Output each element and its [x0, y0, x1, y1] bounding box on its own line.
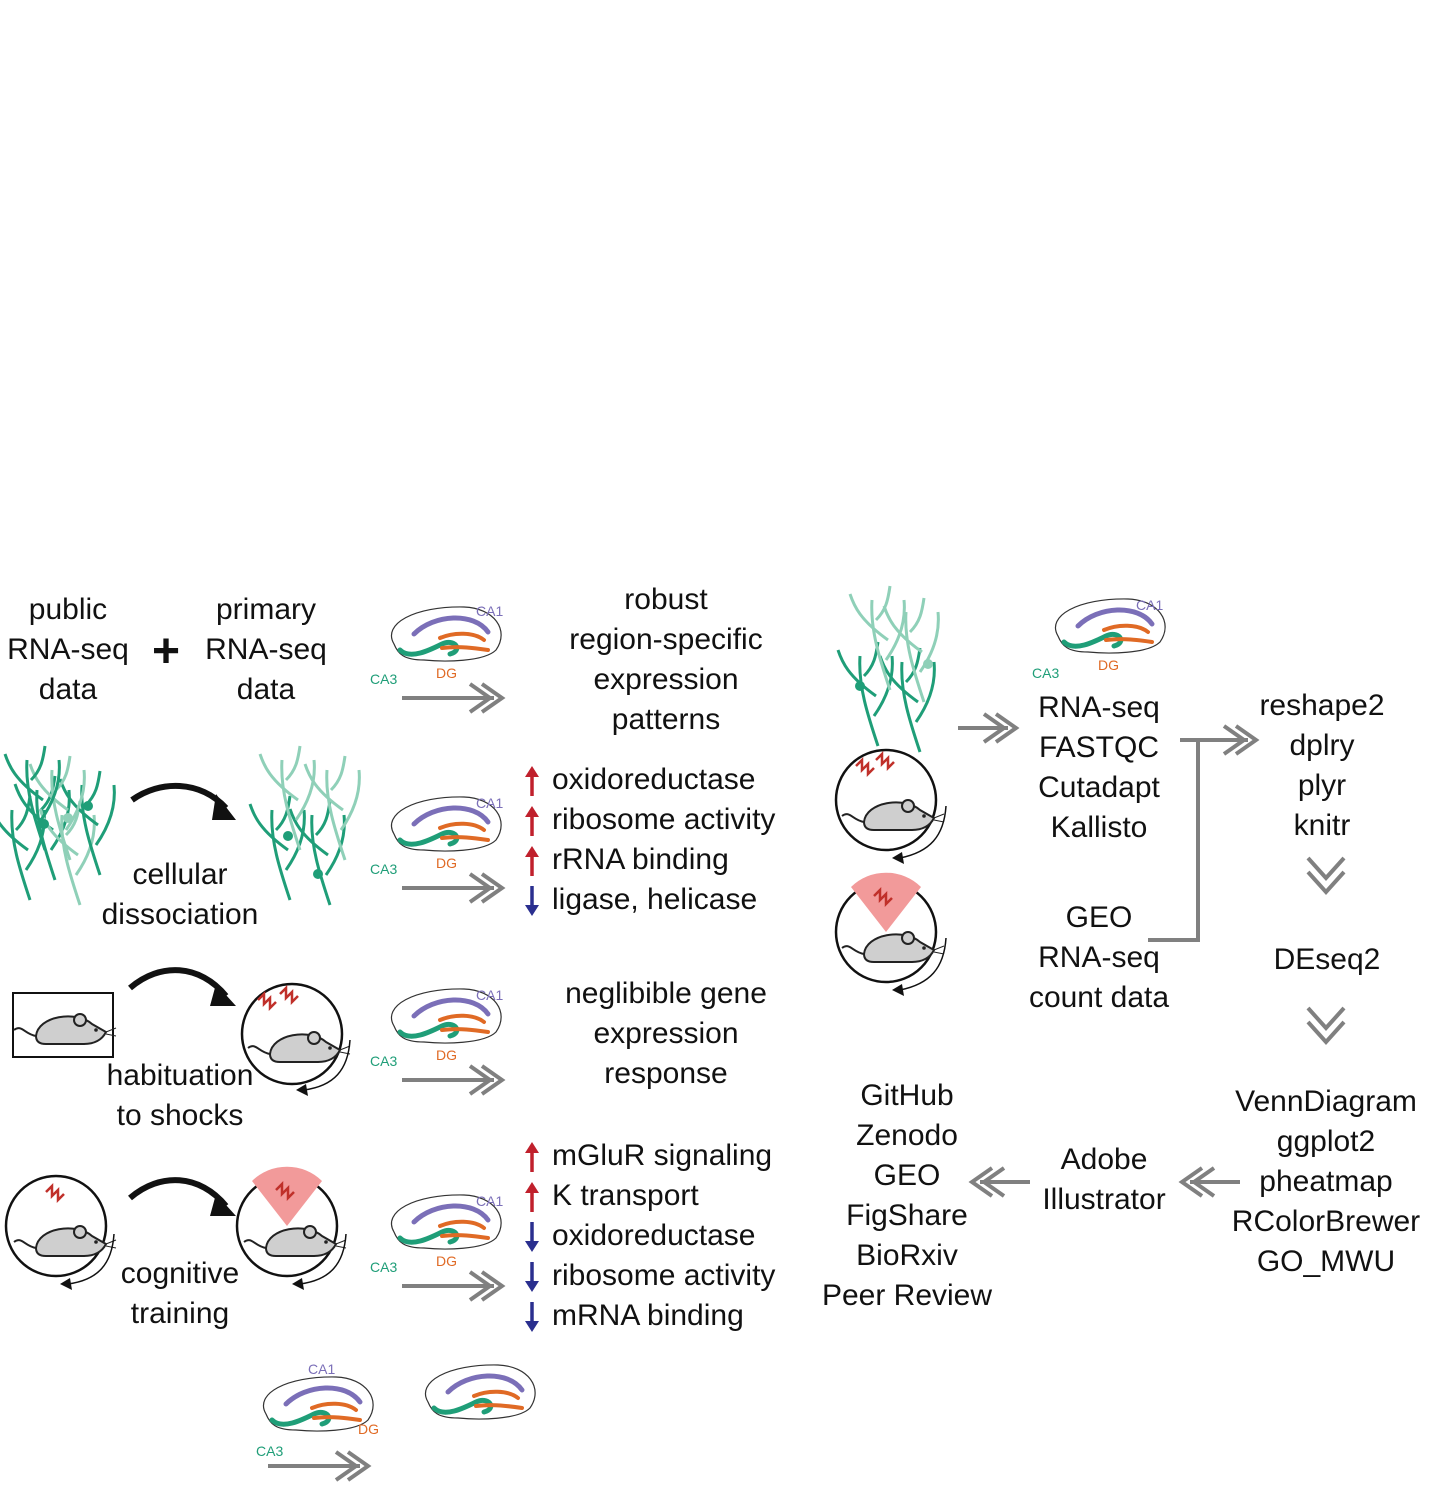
- ca1-label: CA1: [476, 987, 503, 1003]
- curved-arrow-head: [212, 794, 236, 820]
- arena-pretraining: [4, 1174, 108, 1278]
- public-data-label: public RNA-seq data: [7, 593, 129, 706]
- plus-sign: +: [152, 625, 181, 678]
- arena-habituation: [240, 982, 344, 1086]
- deseq-text: DEseq2: [1273, 943, 1381, 976]
- cognitive-training-label: cognitive training: [120, 1257, 240, 1330]
- ca1-label: CA1: [476, 1193, 503, 1209]
- ca3-label: CA3: [370, 671, 397, 687]
- ca3-label: CA3: [1032, 665, 1059, 681]
- down-arrow-icon: [525, 1222, 539, 1252]
- ca1-label: CA1: [476, 795, 503, 811]
- primary-data-label: primary RNA-seq data: [205, 593, 327, 706]
- hippocampus-row4: [391, 1195, 504, 1302]
- dg-label: DG: [436, 1253, 457, 1269]
- negligible-response-text: neglibible gene expression response: [565, 977, 767, 1090]
- dg-label: DG: [436, 855, 457, 871]
- ca3-label: CA3: [370, 1259, 397, 1275]
- ca3-label: CA3: [370, 861, 397, 877]
- adobe-illustrator-text: Adobe Illustrator: [1042, 1143, 1166, 1216]
- home-cage-box: [12, 992, 114, 1058]
- up-arrow-icon: [525, 1182, 539, 1212]
- down-arrow-icon: [525, 886, 539, 916]
- ca1-label: CA1: [1136, 597, 1163, 613]
- arrow-to-viz: [1306, 1006, 1346, 1044]
- down-arrow-icon: [525, 1302, 539, 1332]
- hippocampus-bottom-labeled: [263, 1377, 373, 1482]
- arrow-to-processing: [956, 712, 1018, 744]
- training-results-list: mGluR signaling K transport oxidoreducta…: [524, 1136, 775, 1336]
- mouse-home-cage-icon: [13, 1013, 117, 1045]
- viz-packages-text: VennDiagram ggplot2 pheatmap RColorBrewer GO…: [1231, 1085, 1421, 1278]
- merge-connector: [1148, 738, 1200, 942]
- result-row: ribosome activity: [524, 1256, 775, 1296]
- up-arrow-icon: [525, 1142, 539, 1172]
- ca3-label: CA3: [256, 1443, 283, 1459]
- result-row: oxidoreductase: [524, 1216, 775, 1256]
- result-row: oxidoreductase: [524, 760, 775, 800]
- cellular-dissociation-label: cellular dissociation: [101, 858, 259, 931]
- curved-arrow-training: [128, 1177, 229, 1208]
- ca1-label: CA1: [476, 603, 503, 619]
- neuron-cluster-separated: [248, 744, 361, 907]
- dg-label: DG: [358, 1421, 379, 1437]
- neuron-workflow-icon: [836, 584, 940, 754]
- curved-arrow-habituation: [128, 967, 229, 998]
- curved-arrow-dissociation: [130, 782, 229, 811]
- result-row: mGluR signaling: [524, 1136, 775, 1176]
- habituation-label: habituation to shocks: [106, 1059, 254, 1132]
- hippocampus-bottom-plain: [425, 1365, 535, 1419]
- robust-expression-text: robust region-specific expression patterns: [569, 583, 763, 736]
- hippocampus-row1: [391, 607, 504, 714]
- hippocampus-row3: [391, 989, 504, 1096]
- geo-count-data-text: GEO RNA-seq count data: [1028, 901, 1170, 1014]
- hippocampus-row2: [391, 797, 504, 904]
- processing-tools-text: RNA-seq FASTQC Cutadapt Kallisto: [1038, 691, 1160, 844]
- result-row: ligase, helicase: [524, 880, 775, 920]
- arena-workflow-1: [834, 748, 938, 852]
- up-arrow-icon: [525, 846, 539, 876]
- ca1-label: CA1: [308, 1361, 335, 1377]
- arrow-to-deseq: [1306, 856, 1346, 894]
- result-row: K transport: [524, 1176, 775, 1216]
- up-arrow-icon: [525, 766, 539, 796]
- dissociation-results-list: oxidoreductase ribosome activity rRNA bi…: [524, 760, 775, 920]
- down-arrow-icon: [525, 1262, 539, 1292]
- result-row: rRNA binding: [524, 840, 775, 880]
- r-tidy-packages-text: reshape2 dplry plyr knitr: [1259, 689, 1385, 842]
- dg-label: DG: [1098, 657, 1119, 673]
- ca3-label: CA3: [370, 1053, 397, 1069]
- sharing-platforms-text: GitHub Zenodo GEO FigShare BioRxiv Peer Revie…: [821, 1079, 993, 1312]
- result-row: ribosome activity: [524, 800, 775, 840]
- dg-label: DG: [436, 665, 457, 681]
- neuron-cluster-tangled: [0, 744, 116, 907]
- result-row: mRNA binding: [524, 1296, 775, 1336]
- dg-label: DG: [436, 1047, 457, 1063]
- up-arrow-icon: [525, 806, 539, 836]
